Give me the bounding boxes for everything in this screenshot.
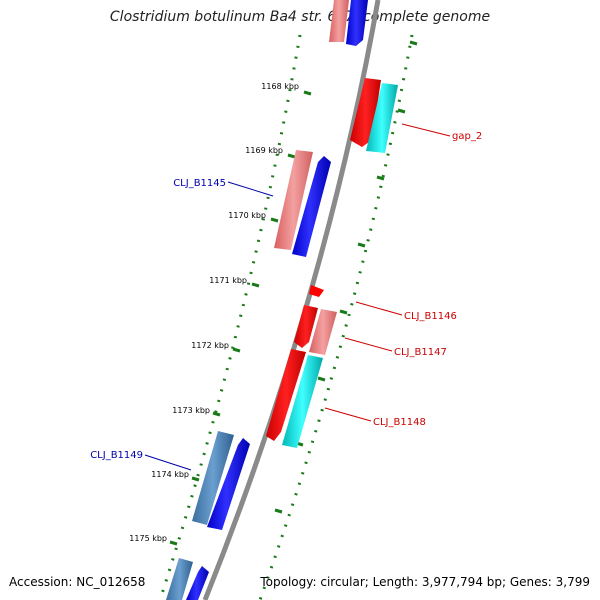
gene-arrow-blue[interactable]	[346, 0, 368, 46]
genome-title: Clostridium botulinum Ba4 str. 657, comp…	[109, 9, 491, 25]
scale-label-1175: 1175 kbp	[129, 534, 167, 543]
scale-tick	[303, 90, 312, 96]
leader-clj-b1145	[227, 181, 274, 197]
scale-tick	[397, 108, 406, 114]
scale-label-1169: 1169 kbp	[245, 146, 283, 155]
gene-arrow-blue[interactable]	[186, 566, 209, 600]
scale-tick	[409, 40, 418, 46]
gap-feature-cyan[interactable]	[282, 355, 323, 448]
label-clj-b1145[interactable]: CLJ_B1145	[173, 178, 226, 189]
scale-label-1173: 1173 kbp	[172, 406, 210, 415]
scale-tick	[251, 282, 260, 288]
feature-labels: gap_2 CLJ_B1145 CLJ_B1146 CLJ_B1147 CLJ_…	[90, 131, 482, 461]
leader-clj-b1148	[324, 407, 372, 422]
leader-clj-b1146	[355, 301, 403, 316]
scale-tick	[212, 411, 221, 417]
scale-label-1171: 1171 kbp	[209, 276, 247, 285]
gene-arrow-pink[interactable]	[329, 0, 349, 42]
label-clj-b1146[interactable]: CLJ_B1146	[404, 311, 457, 322]
label-clj-b1149[interactable]: CLJ_B1149	[90, 450, 143, 461]
scale-tick	[232, 347, 241, 353]
scale-labels: 1168 kbp 1169 kbp 1170 kbp 1171 kbp 1172…	[129, 82, 299, 543]
gene-arrow-steelblue[interactable]	[166, 558, 193, 600]
scale-tick	[274, 508, 283, 514]
gene-arrow-pink[interactable]	[309, 309, 337, 355]
scale-tick	[287, 153, 296, 159]
label-gap-2[interactable]: gap_2	[452, 131, 482, 142]
scale-label-1174: 1174 kbp	[151, 470, 189, 479]
scale-tick	[270, 217, 279, 223]
inner-ruler-track	[158, 34, 302, 600]
gene-arrow-red[interactable]	[266, 349, 306, 441]
label-leaders	[144, 123, 451, 471]
genome-backbone	[202, 0, 381, 600]
scale-tick	[376, 175, 385, 181]
scale-tick	[191, 476, 200, 482]
label-clj-b1147[interactable]: CLJ_B1147	[394, 347, 447, 358]
feature-arrows	[166, 0, 398, 600]
gene-arrow-blue[interactable]	[207, 438, 250, 530]
label-clj-b1148[interactable]: CLJ_B1148	[373, 417, 426, 428]
genome-summary-text: Topology: circular; Length: 3,977,794 bp…	[260, 575, 590, 589]
scale-label-1172: 1172 kbp	[191, 341, 229, 350]
accession-text: Accession: NC_012658	[9, 575, 146, 589]
leader-clj-b1149	[144, 454, 192, 471]
gene-arrow-steelblue[interactable]	[192, 431, 234, 525]
scale-tick	[357, 242, 366, 248]
scale-tick	[169, 540, 178, 546]
gene-arrow-red[interactable]	[294, 305, 318, 348]
gene-arrow-pink[interactable]	[274, 150, 313, 250]
scale-tick	[339, 309, 348, 315]
scale-label-1170: 1170 kbp	[228, 211, 266, 220]
scale-label-1168: 1168 kbp	[261, 82, 299, 91]
gap-feature-cyan[interactable]	[366, 83, 398, 153]
gene-arrow-blue[interactable]	[292, 156, 331, 257]
scale-tick	[317, 376, 326, 382]
scale-ticks	[169, 40, 418, 546]
leader-gap-2	[401, 123, 451, 137]
leader-clj-b1147	[344, 337, 393, 352]
gene-arrow-red-small[interactable]	[309, 285, 324, 297]
